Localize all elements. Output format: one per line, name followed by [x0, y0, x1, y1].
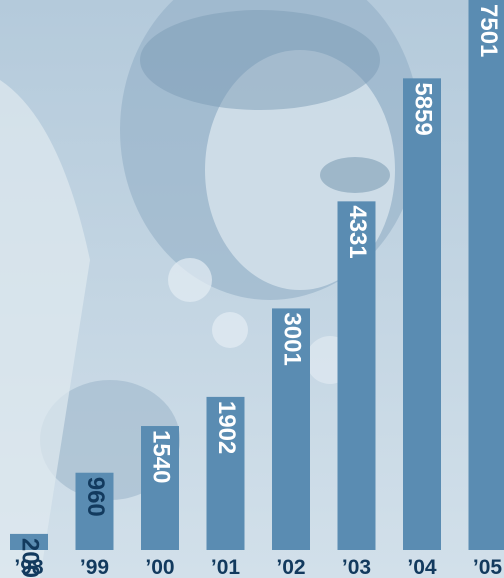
x-tick-label: ’02 [276, 556, 305, 578]
x-tick-label: ’05 [473, 556, 503, 578]
x-tick-label: ’00 [145, 556, 174, 578]
x-tick-label: ’03 [342, 556, 371, 578]
x-tick-label: ’99 [80, 556, 109, 578]
bar [469, 0, 504, 550]
value-label: 960 [82, 477, 109, 517]
x-tick-label: ’98 [14, 556, 44, 578]
page: 200960154019023001433158597501 ’98’99’00… [0, 0, 504, 578]
value-label: 3001 [279, 312, 306, 365]
bar [403, 78, 441, 550]
value-label: 7501 [475, 4, 502, 57]
x-tick-label: ’04 [407, 556, 437, 578]
value-label: 4331 [344, 205, 371, 258]
chart: 200960154019023001433158597501 ’98’99’00… [0, 0, 504, 578]
value-label: 5859 [410, 82, 437, 135]
x-tick-label: ’01 [211, 556, 241, 578]
value-label: 1540 [148, 430, 175, 483]
value-label: 1902 [213, 401, 240, 454]
